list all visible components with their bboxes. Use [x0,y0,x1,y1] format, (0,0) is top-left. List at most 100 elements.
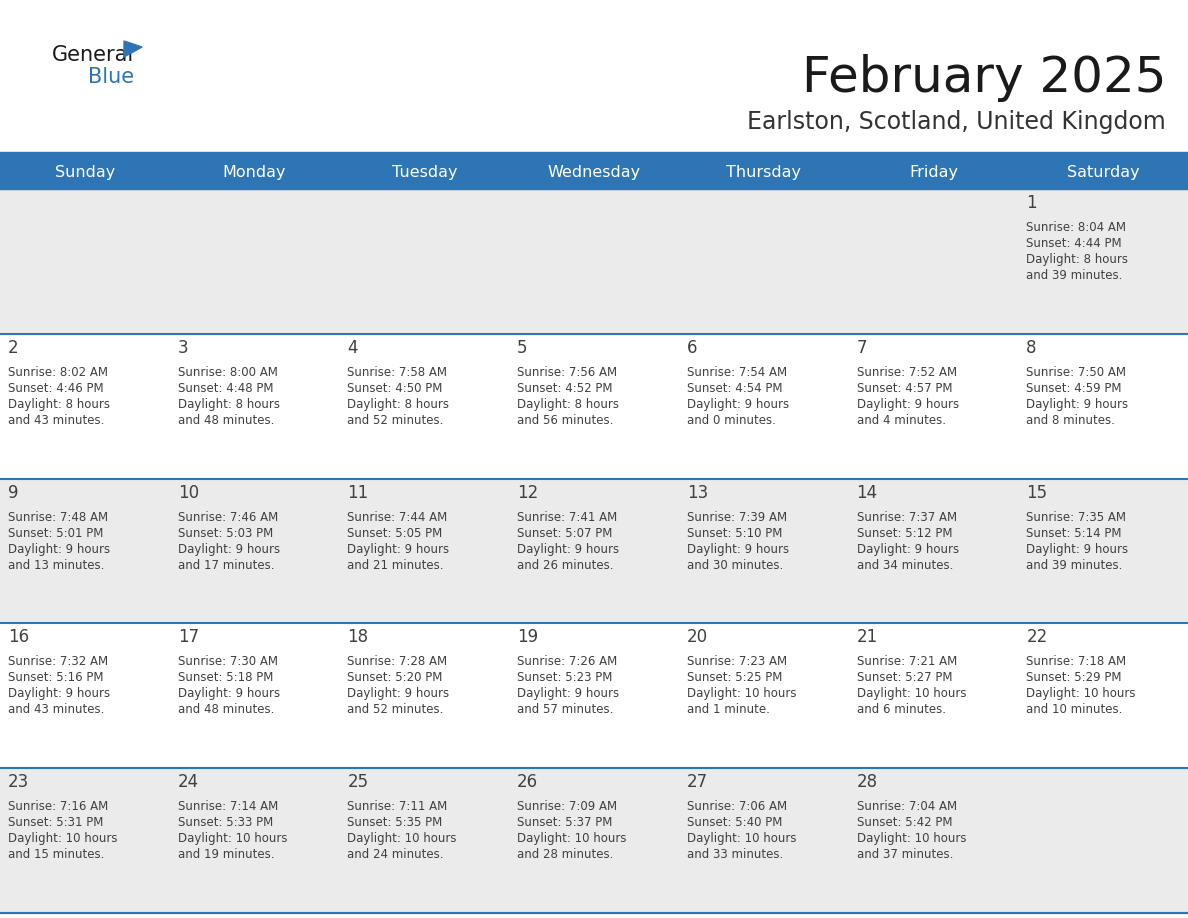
Text: Daylight: 9 hours: Daylight: 9 hours [347,543,449,555]
Text: Sunset: 5:10 PM: Sunset: 5:10 PM [687,527,782,540]
Text: Daylight: 10 hours: Daylight: 10 hours [178,833,287,845]
Polygon shape [124,41,143,57]
Bar [170,157,340,189]
Text: and 1 minute.: and 1 minute. [687,703,770,716]
Bar [0,334,1188,478]
Text: Daylight: 9 hours: Daylight: 9 hours [687,397,789,410]
Text: 22: 22 [1026,629,1048,646]
Text: Sunrise: 7:18 AM: Sunrise: 7:18 AM [1026,655,1126,668]
Text: Sunset: 4:57 PM: Sunset: 4:57 PM [857,382,952,395]
Text: Daylight: 9 hours: Daylight: 9 hours [178,688,280,700]
Text: and 10 minutes.: and 10 minutes. [1026,703,1123,716]
Text: Sunset: 5:03 PM: Sunset: 5:03 PM [178,527,273,540]
Text: 5: 5 [517,339,527,357]
Text: Blue: Blue [88,67,134,87]
Text: and 52 minutes.: and 52 minutes. [347,414,444,427]
Text: Daylight: 9 hours: Daylight: 9 hours [1026,543,1129,555]
Text: Sunrise: 7:30 AM: Sunrise: 7:30 AM [178,655,278,668]
Text: Sunrise: 7:46 AM: Sunrise: 7:46 AM [178,510,278,523]
Text: Daylight: 9 hours: Daylight: 9 hours [517,688,619,700]
Text: Sunset: 4:48 PM: Sunset: 4:48 PM [178,382,273,395]
Text: 10: 10 [178,484,198,501]
Text: Sunrise: 7:39 AM: Sunrise: 7:39 AM [687,510,786,523]
Text: 24: 24 [178,773,198,791]
Text: Sunrise: 7:54 AM: Sunrise: 7:54 AM [687,365,786,379]
Text: Sunrise: 8:02 AM: Sunrise: 8:02 AM [8,365,108,379]
Text: Daylight: 8 hours: Daylight: 8 hours [1026,253,1129,266]
Text: 18: 18 [347,629,368,646]
Text: Sunset: 5:23 PM: Sunset: 5:23 PM [517,671,613,685]
Text: Sunset: 4:50 PM: Sunset: 4:50 PM [347,382,443,395]
Text: and 33 minutes.: and 33 minutes. [687,848,783,861]
Text: 3: 3 [178,339,189,357]
Text: 25: 25 [347,773,368,791]
Text: Sunrise: 7:11 AM: Sunrise: 7:11 AM [347,800,448,813]
Bar [0,152,1188,157]
Text: Sunrise: 7:32 AM: Sunrise: 7:32 AM [8,655,108,668]
Bar [0,768,1188,913]
Text: Daylight: 8 hours: Daylight: 8 hours [8,397,110,410]
Text: Wednesday: Wednesday [548,165,640,181]
Text: and 15 minutes.: and 15 minutes. [8,848,105,861]
Text: Sunset: 5:12 PM: Sunset: 5:12 PM [857,527,952,540]
Text: 26: 26 [517,773,538,791]
Text: Sunrise: 7:44 AM: Sunrise: 7:44 AM [347,510,448,523]
Text: and 8 minutes.: and 8 minutes. [1026,414,1116,427]
Text: Sunset: 5:40 PM: Sunset: 5:40 PM [687,816,782,829]
Text: 1: 1 [1026,194,1037,212]
Text: Sunrise: 7:06 AM: Sunrise: 7:06 AM [687,800,786,813]
Text: Sunrise: 7:48 AM: Sunrise: 7:48 AM [8,510,108,523]
Text: Sunrise: 7:28 AM: Sunrise: 7:28 AM [347,655,448,668]
Text: Sunset: 5:29 PM: Sunset: 5:29 PM [1026,671,1121,685]
Text: Sunrise: 7:50 AM: Sunrise: 7:50 AM [1026,365,1126,379]
Text: Sunrise: 7:58 AM: Sunrise: 7:58 AM [347,365,448,379]
Bar [1018,157,1188,189]
Text: 15: 15 [1026,484,1048,501]
Text: Daylight: 9 hours: Daylight: 9 hours [687,543,789,555]
Text: Friday: Friday [909,165,958,181]
Text: and 13 minutes.: and 13 minutes. [8,558,105,572]
Text: Daylight: 9 hours: Daylight: 9 hours [857,397,959,410]
Text: Sunset: 4:54 PM: Sunset: 4:54 PM [687,382,783,395]
Text: Sunset: 4:59 PM: Sunset: 4:59 PM [1026,382,1121,395]
Text: Monday: Monday [223,165,286,181]
Text: 20: 20 [687,629,708,646]
Bar [678,157,848,189]
Text: 27: 27 [687,773,708,791]
Text: 11: 11 [347,484,368,501]
Text: 21: 21 [857,629,878,646]
Text: Sunset: 5:25 PM: Sunset: 5:25 PM [687,671,782,685]
Text: and 26 minutes.: and 26 minutes. [517,558,614,572]
Bar [848,157,1018,189]
Text: and 34 minutes.: and 34 minutes. [857,558,953,572]
Text: Tuesday: Tuesday [392,165,457,181]
Text: Earlston, Scotland, United Kingdom: Earlston, Scotland, United Kingdom [747,110,1165,134]
Text: 23: 23 [8,773,30,791]
Text: and 56 minutes.: and 56 minutes. [517,414,613,427]
Text: Daylight: 10 hours: Daylight: 10 hours [517,833,626,845]
Text: Daylight: 9 hours: Daylight: 9 hours [178,543,280,555]
Text: Sunrise: 7:09 AM: Sunrise: 7:09 AM [517,800,618,813]
Text: and 43 minutes.: and 43 minutes. [8,703,105,716]
Text: Sunrise: 7:21 AM: Sunrise: 7:21 AM [857,655,956,668]
Bar [0,157,170,189]
Text: Daylight: 9 hours: Daylight: 9 hours [857,543,959,555]
Text: and 17 minutes.: and 17 minutes. [178,558,274,572]
Text: Daylight: 8 hours: Daylight: 8 hours [178,397,279,410]
Text: Sunrise: 7:04 AM: Sunrise: 7:04 AM [857,800,956,813]
Text: and 57 minutes.: and 57 minutes. [517,703,613,716]
Text: Sunset: 4:44 PM: Sunset: 4:44 PM [1026,237,1121,250]
Text: Sunset: 5:16 PM: Sunset: 5:16 PM [8,671,103,685]
Bar [510,157,678,189]
Text: Sunset: 5:07 PM: Sunset: 5:07 PM [517,527,613,540]
Text: Daylight: 9 hours: Daylight: 9 hours [517,543,619,555]
Text: 13: 13 [687,484,708,501]
Text: Daylight: 8 hours: Daylight: 8 hours [347,397,449,410]
Bar [0,623,1188,768]
Text: 7: 7 [857,339,867,357]
Text: Sunset: 4:46 PM: Sunset: 4:46 PM [8,382,103,395]
Text: 14: 14 [857,484,878,501]
Text: Daylight: 9 hours: Daylight: 9 hours [347,688,449,700]
Text: Sunset: 5:33 PM: Sunset: 5:33 PM [178,816,273,829]
Text: Daylight: 10 hours: Daylight: 10 hours [687,833,796,845]
